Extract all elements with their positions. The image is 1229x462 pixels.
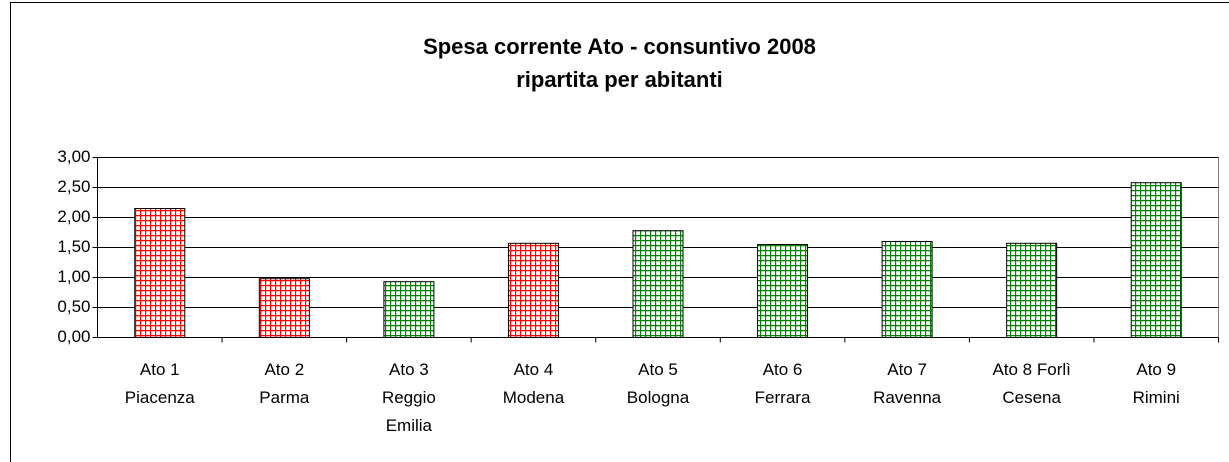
y-tick-label: 1,50 [57,237,90,256]
y-tick-label: 2,50 [57,177,90,196]
x-tick-label: Ato 1 Piacenza [124,359,195,407]
bar [1006,242,1058,338]
bar [632,230,684,338]
y-tick-label: 0,00 [57,327,90,346]
y-tick-label: 2,00 [57,207,90,226]
bar [507,242,559,338]
chart-title: Spesa corrente Ato - consuntivo 2008 rip… [423,34,816,92]
bar [881,241,933,338]
y-tick-label: 1,00 [57,267,90,286]
bar [1130,182,1182,338]
x-tick-label: Ato 3 Reggio Emilia [381,359,436,435]
bar [134,208,186,338]
x-tick-label: Ato 2 Parma [259,359,310,407]
y-tick-label: 3,00 [57,147,90,166]
y-tick-label: 0,50 [57,297,90,316]
x-tick-label: Ato 9 Rimini [1132,359,1180,407]
bar [757,244,809,338]
x-tick-label: Ato 8 Forlì Cesena [992,359,1071,407]
x-tick-label: Ato 7 Ravenna [873,359,942,407]
x-tick-label: Ato 6 Ferrara [754,359,811,407]
x-tick-label: Ato 5 Bologna [626,359,690,407]
x-tick-label: Ato 4 Modena [502,359,565,407]
bar [383,281,435,339]
bar [258,278,310,339]
